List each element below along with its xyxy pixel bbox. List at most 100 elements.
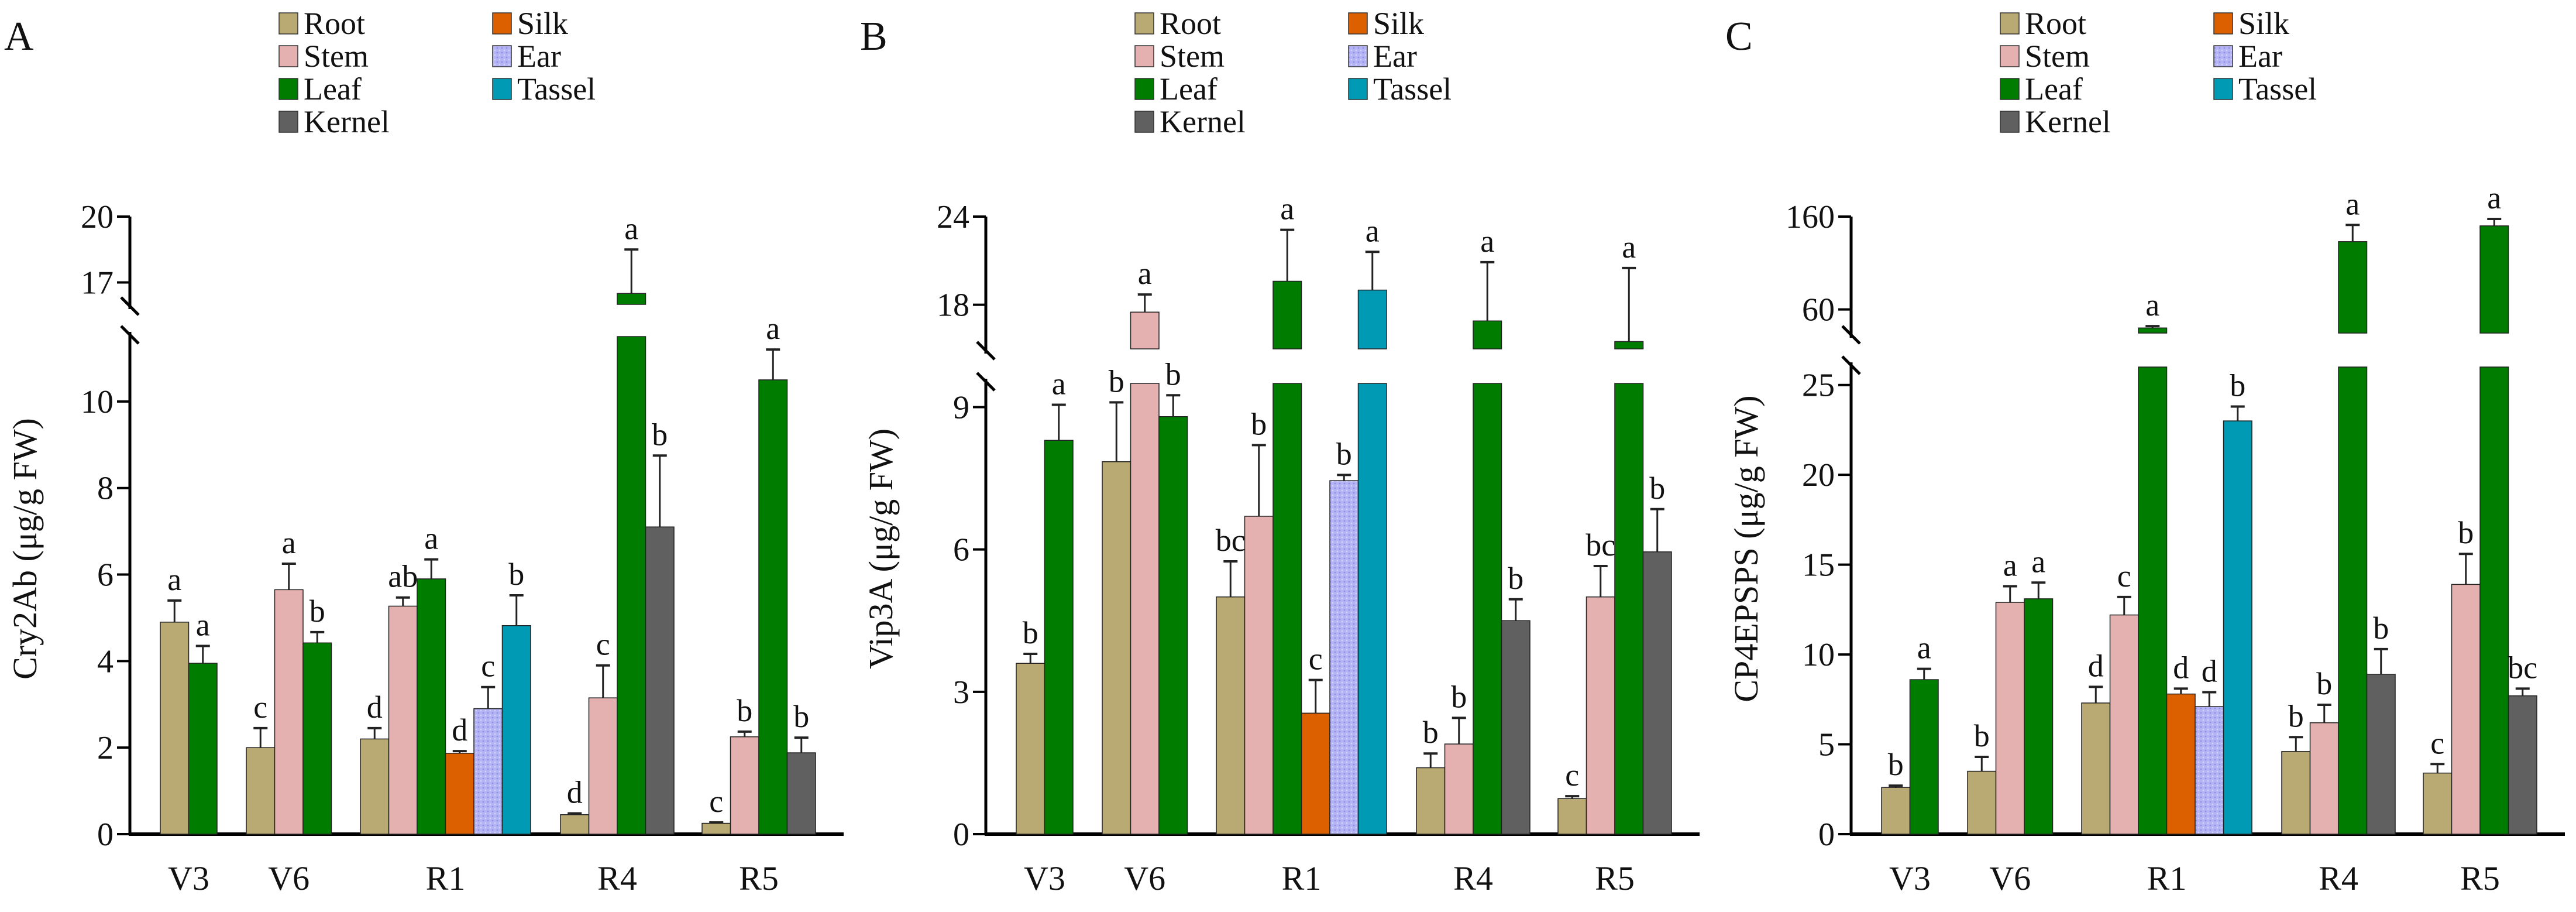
axis-break-mark — [976, 341, 996, 361]
significance-letter: c — [253, 690, 267, 725]
significance-letter: b — [737, 693, 752, 728]
significance-letter: c — [596, 627, 610, 662]
panel-c: C Root Silk Stem Ear Leaf Tassel Kernel CP4EPSPS… — [1725, 6, 2565, 897]
y-tick-label: 8 — [97, 471, 114, 507]
x-tick-label: R5 — [1595, 859, 1635, 897]
y-tick-label: 6 — [953, 532, 969, 568]
significance-letter: b — [2373, 611, 2389, 646]
significance-letter: b — [1451, 679, 1467, 714]
panel-a: A Root Silk Stem Ear Leaf Tassel Kernel Cry2Ab (… — [4, 6, 844, 897]
bar-r5-stem — [730, 736, 759, 835]
legend: Root Silk Stem Ear Leaf Tassel Kernel — [278, 6, 596, 139]
significance-letter: b — [793, 699, 809, 734]
y-tick-label: 160 — [1786, 199, 1835, 235]
significance-letter: c — [481, 649, 495, 684]
legend-label: Leaf — [2025, 71, 2083, 107]
y-tick-label: 0 — [1818, 817, 1835, 853]
legend-swatch-ear — [492, 45, 512, 67]
x-tick-label: R1 — [2147, 859, 2187, 897]
legend: Root Silk Stem Ear Leaf Tassel Kernel — [1134, 6, 1452, 139]
bar-v6-leaf — [1158, 416, 1188, 835]
bar-r5-leaf-lower — [1614, 383, 1644, 835]
bar-r1-stem — [388, 605, 418, 835]
bar-v6-stem — [274, 589, 304, 835]
legend-swatch-kernel — [1134, 111, 1154, 133]
bar-r1-silk — [445, 753, 474, 835]
legend-label: Root — [304, 6, 365, 41]
legend-label: Silk — [517, 6, 568, 41]
panel-label: C — [1725, 14, 1753, 59]
y-tick-label: 4 — [97, 643, 114, 680]
legend-label: Kernel — [2025, 104, 2111, 139]
bar-r1-tassel-upper — [1357, 289, 1387, 349]
bar-r4-leaf-upper — [617, 293, 646, 305]
x-tick-label: R4 — [2319, 859, 2358, 897]
bar-v6-root — [246, 747, 276, 835]
legend-label: Leaf — [1160, 71, 1218, 107]
bar-v6-stem-upper — [1130, 311, 1160, 349]
legend-swatch-ear — [1348, 45, 1368, 67]
legend-swatch-kernel — [278, 111, 298, 133]
bar-v3-leaf — [1909, 679, 1939, 835]
significance-letter: a — [766, 311, 780, 346]
bar-r1-stem — [2109, 614, 2139, 835]
significance-letter: a — [196, 607, 210, 642]
bar-r5-leaf — [758, 379, 788, 835]
significance-letter: c — [1565, 757, 1579, 793]
legend-swatch-silk — [492, 12, 512, 35]
significance-letter: b — [1109, 364, 1124, 399]
significance-letter: b — [2288, 698, 2304, 733]
significance-letter: a — [167, 562, 181, 597]
significance-letter: a — [1052, 366, 1066, 401]
legend-label: Ear — [2238, 39, 2282, 74]
y-tick-label: 15 — [1802, 547, 1835, 584]
x-tick-label: R1 — [1282, 859, 1322, 897]
legend-label: Tassel — [2238, 71, 2317, 107]
bar-r5-leaf-upper — [2479, 225, 2509, 334]
bar-r1-silk — [2166, 693, 2196, 835]
bar-r1-ear — [2195, 706, 2224, 835]
bar-r1-root — [360, 738, 390, 835]
significance-letter: a — [282, 525, 296, 560]
bar-r4-leaf-lower — [617, 336, 646, 835]
x-tick-label: V3 — [1024, 859, 1065, 897]
bar-r5-leaf-lower — [2479, 366, 2509, 835]
y-tick-label: 6 — [97, 557, 114, 594]
bar-v6-root — [1967, 770, 1997, 835]
significance-letter: a — [1622, 229, 1636, 265]
bar-r1-tassel-lower — [1357, 383, 1387, 835]
x-tick-label: V6 — [1989, 859, 2031, 897]
significance-letter: b — [1251, 406, 1267, 441]
significance-letter: a — [1366, 213, 1380, 248]
panel-b: B Root Silk Stem Ear Leaf Tassel Kernel Vip3A (μ… — [860, 6, 1700, 897]
legend-label: Silk — [2238, 6, 2289, 41]
y-tick-label: 10 — [81, 384, 114, 420]
legend-label: Kernel — [1160, 104, 1246, 139]
significance-letter: a — [2145, 287, 2159, 323]
legend-swatch-ear — [2213, 45, 2233, 67]
bar-r5-kernel — [1642, 551, 1672, 835]
significance-letter: b — [1336, 436, 1352, 471]
bar-r4-stem — [2309, 722, 2339, 835]
bar-r1-silk — [1301, 712, 1330, 835]
significance-letter: a — [624, 211, 638, 246]
legend-swatch-kernel — [2000, 111, 2020, 133]
significance-letter: b — [2230, 368, 2245, 403]
legend-swatch-stem — [1134, 45, 1154, 67]
significance-letter: d — [567, 775, 583, 810]
bar-r1-leaf-upper — [1272, 280, 1302, 349]
bar-r5-stem — [2451, 584, 2481, 835]
bar-r5-root — [1557, 798, 1587, 835]
legend-label: Root — [1160, 6, 1221, 41]
significance-letter: a — [2487, 180, 2501, 215]
significance-letter: a — [1917, 630, 1931, 666]
legend-label: Tassel — [1373, 71, 1452, 107]
legend-swatch-root — [1134, 12, 1154, 35]
y-tick-label: 9 — [953, 390, 969, 426]
legend-label: Tassel — [517, 71, 596, 107]
legend-swatch-leaf — [2000, 78, 2020, 100]
legend-label: Ear — [1373, 39, 1417, 74]
axis-break-mark — [120, 296, 140, 316]
bar-r4-root — [2281, 751, 2311, 835]
